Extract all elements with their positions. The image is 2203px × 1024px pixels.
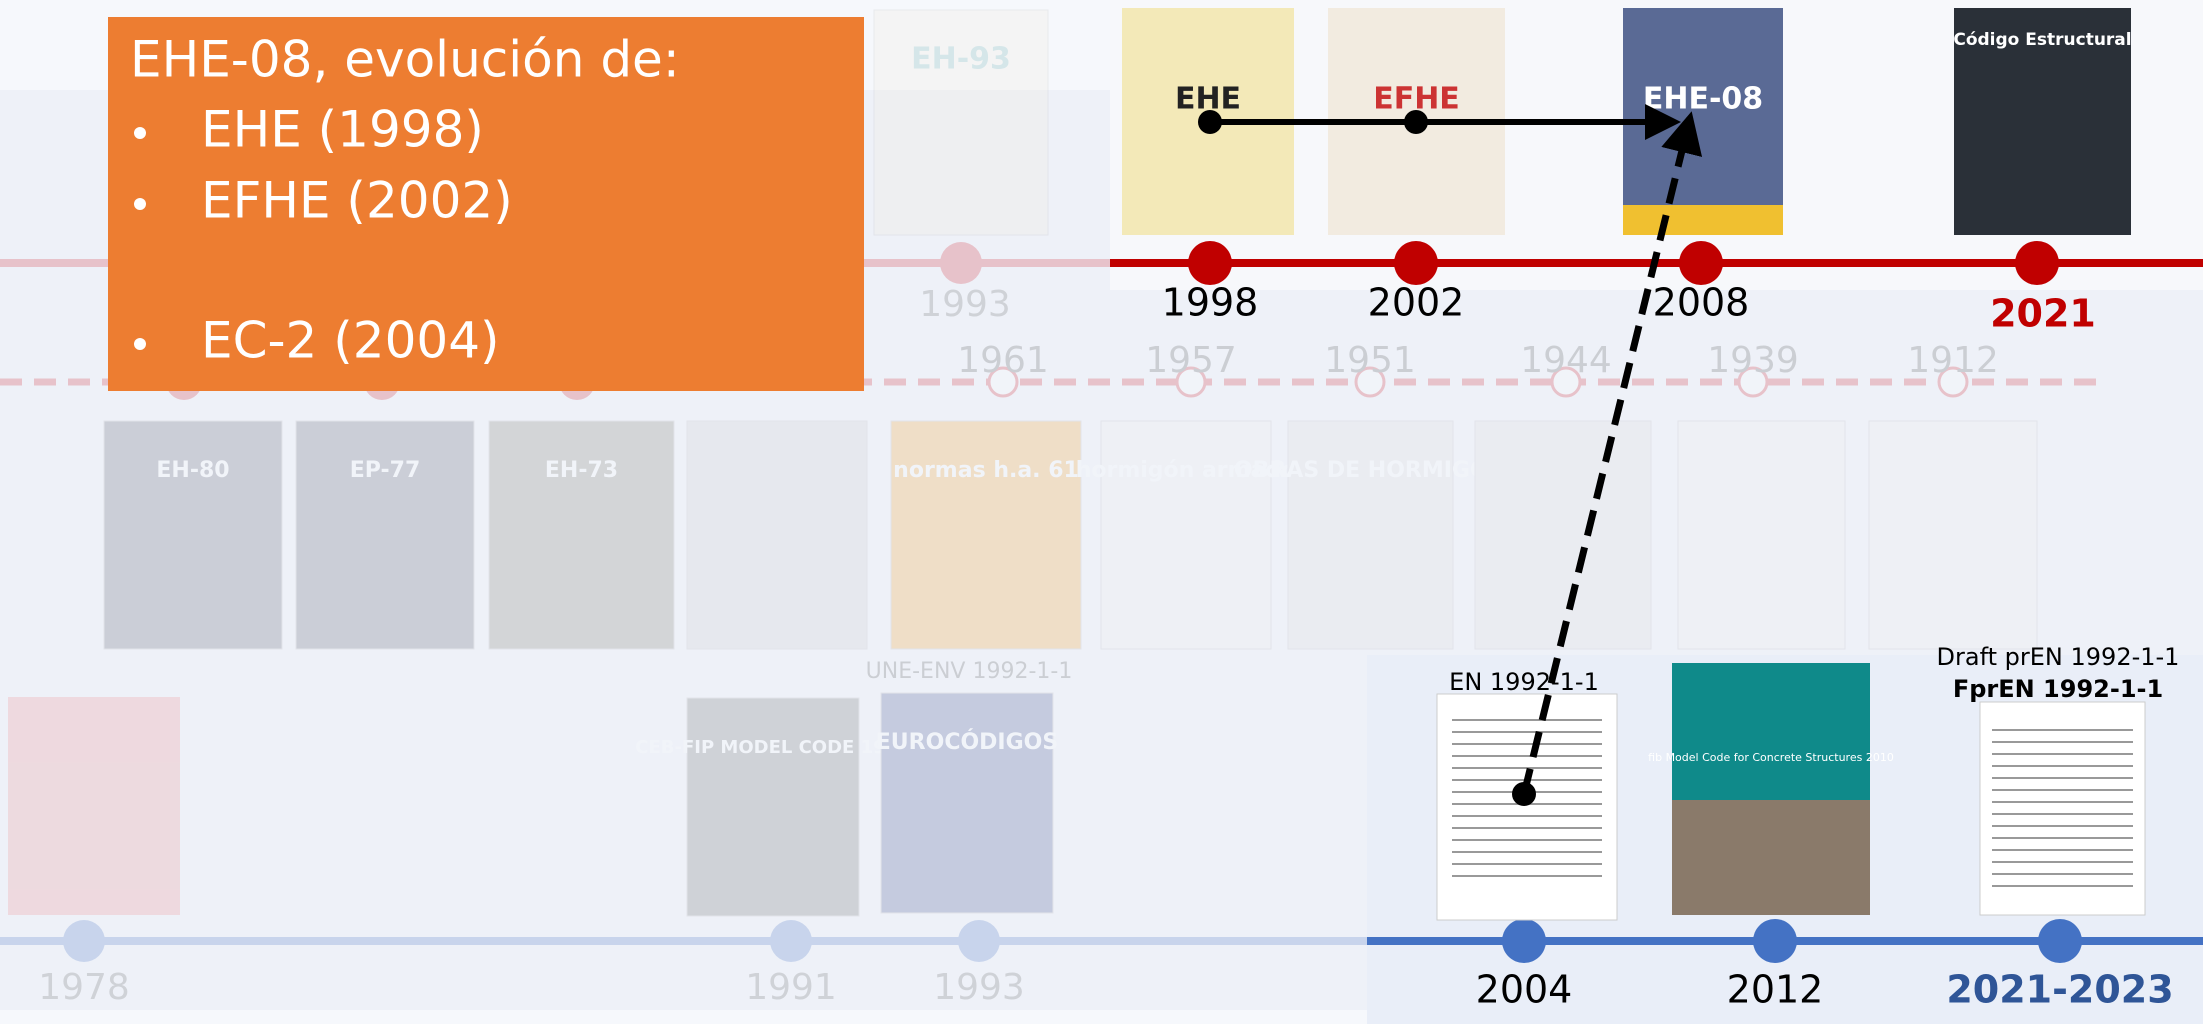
callout-bullet: EC-2 (2004) (201, 312, 500, 370)
cover-title: EHE-08 (1643, 82, 1763, 117)
history-dot (1550, 366, 1582, 398)
faded-dot (63, 920, 105, 962)
cover (686, 420, 868, 650)
timeline-dot (1394, 241, 1438, 285)
faded-dot (770, 920, 812, 962)
timeline-dot (1502, 919, 1546, 963)
cover-title: hormigón armado (1076, 458, 1297, 483)
cover-title: EUROCÓDIGOS (876, 729, 1058, 755)
cover (1954, 8, 2131, 235)
history-dot (1354, 366, 1386, 398)
timeline-dot (1679, 241, 1723, 285)
cover (1868, 420, 2038, 650)
cover (1677, 420, 1846, 650)
doc-label: FprEN 1992-1-1 (1953, 675, 2163, 703)
history-year: 1951 (1324, 340, 1416, 381)
cover (890, 420, 1082, 650)
cover (8, 697, 180, 915)
doc-label: Draft prEN 1992-1-1 (1937, 643, 2180, 671)
faded-year: 1991 (745, 967, 837, 1008)
cover-title: OBRAS DE HORMIGÓN (1234, 457, 1507, 483)
arrows (1198, 104, 1703, 806)
faded-label: UNE-ENV 1992-1-1 (866, 659, 1073, 684)
european-timeline: 2004 2012 2021-2023 fib Model Code for Conc… (1367, 643, 2203, 1012)
callout-bullet: EFHE (2002) (201, 172, 513, 230)
callout: EHE-08, evolución de: EHE (1998) EFHE (200… (108, 17, 864, 391)
year-label: 2021 (1990, 292, 2096, 336)
cover-title: EH-73 (545, 458, 618, 483)
arrow-dot (1198, 110, 1222, 134)
cover-title: EH-80 (156, 458, 229, 483)
arrow-dot (1512, 782, 1536, 806)
cover (1100, 420, 1272, 650)
history-year: 1944 (1520, 340, 1612, 381)
faded-dot (958, 920, 1000, 962)
callout-box (108, 17, 864, 391)
history-dot (1175, 366, 1207, 398)
cover-title: Código Estructural (1953, 30, 2131, 50)
history-year: 1957 (1145, 340, 1237, 381)
timeline-dot (2015, 241, 2059, 285)
history-year: 1939 (1707, 340, 1799, 381)
history-dot (1737, 366, 1769, 398)
history-year: 1961 (957, 340, 1049, 381)
faded-dot (940, 242, 982, 284)
cover (880, 692, 1054, 914)
history-year: 1912 (1907, 340, 1999, 381)
faded-year: 1978 (38, 967, 130, 1008)
cover (1287, 420, 1454, 650)
cover (873, 9, 1049, 236)
cover (686, 697, 860, 917)
year-label: 2002 (1368, 281, 1465, 325)
arrow-dot (1404, 110, 1428, 134)
bullet (134, 127, 146, 139)
cover-photo (1672, 800, 1870, 915)
cover (1474, 420, 1652, 650)
callout-title: EHE-08, evolución de: (130, 31, 680, 89)
cover-title: EP-77 (350, 458, 421, 483)
cover (488, 420, 675, 650)
cover-title: normas h.a. 61 (893, 458, 1079, 483)
cover-title: CEB-FIP MODEL CODE 1990 (635, 737, 910, 758)
bullet (134, 338, 146, 350)
cover (103, 420, 283, 650)
year-label: 2021-2023 (1946, 968, 2173, 1012)
bullet (134, 198, 146, 210)
timeline-dot (2038, 919, 2082, 963)
history-dot (987, 366, 1019, 398)
year-label: 2004 (1476, 968, 1573, 1012)
doc-label: EN 1992-1-1 (1449, 668, 1599, 696)
cover (295, 420, 475, 650)
year-label: 2012 (1727, 968, 1824, 1012)
cover-title: EH-93 (911, 42, 1011, 77)
faded-year: 1993 (933, 967, 1025, 1008)
timeline-dot (1753, 919, 1797, 963)
callout-bullet: EHE (1998) (201, 101, 484, 159)
faded-year: 1993 (919, 284, 1011, 325)
timeline-dot (1188, 241, 1232, 285)
cover-title: fib Model Code for Concrete Structures 2… (1648, 751, 1894, 764)
history-dot (1937, 366, 1969, 398)
year-label: 1998 (1162, 281, 1259, 325)
year-label: 2008 (1653, 281, 1750, 325)
cover (1979, 701, 2146, 916)
cover-band (1623, 205, 1783, 235)
dashed-arrow (1520, 111, 1703, 795)
cover (1436, 693, 1618, 921)
